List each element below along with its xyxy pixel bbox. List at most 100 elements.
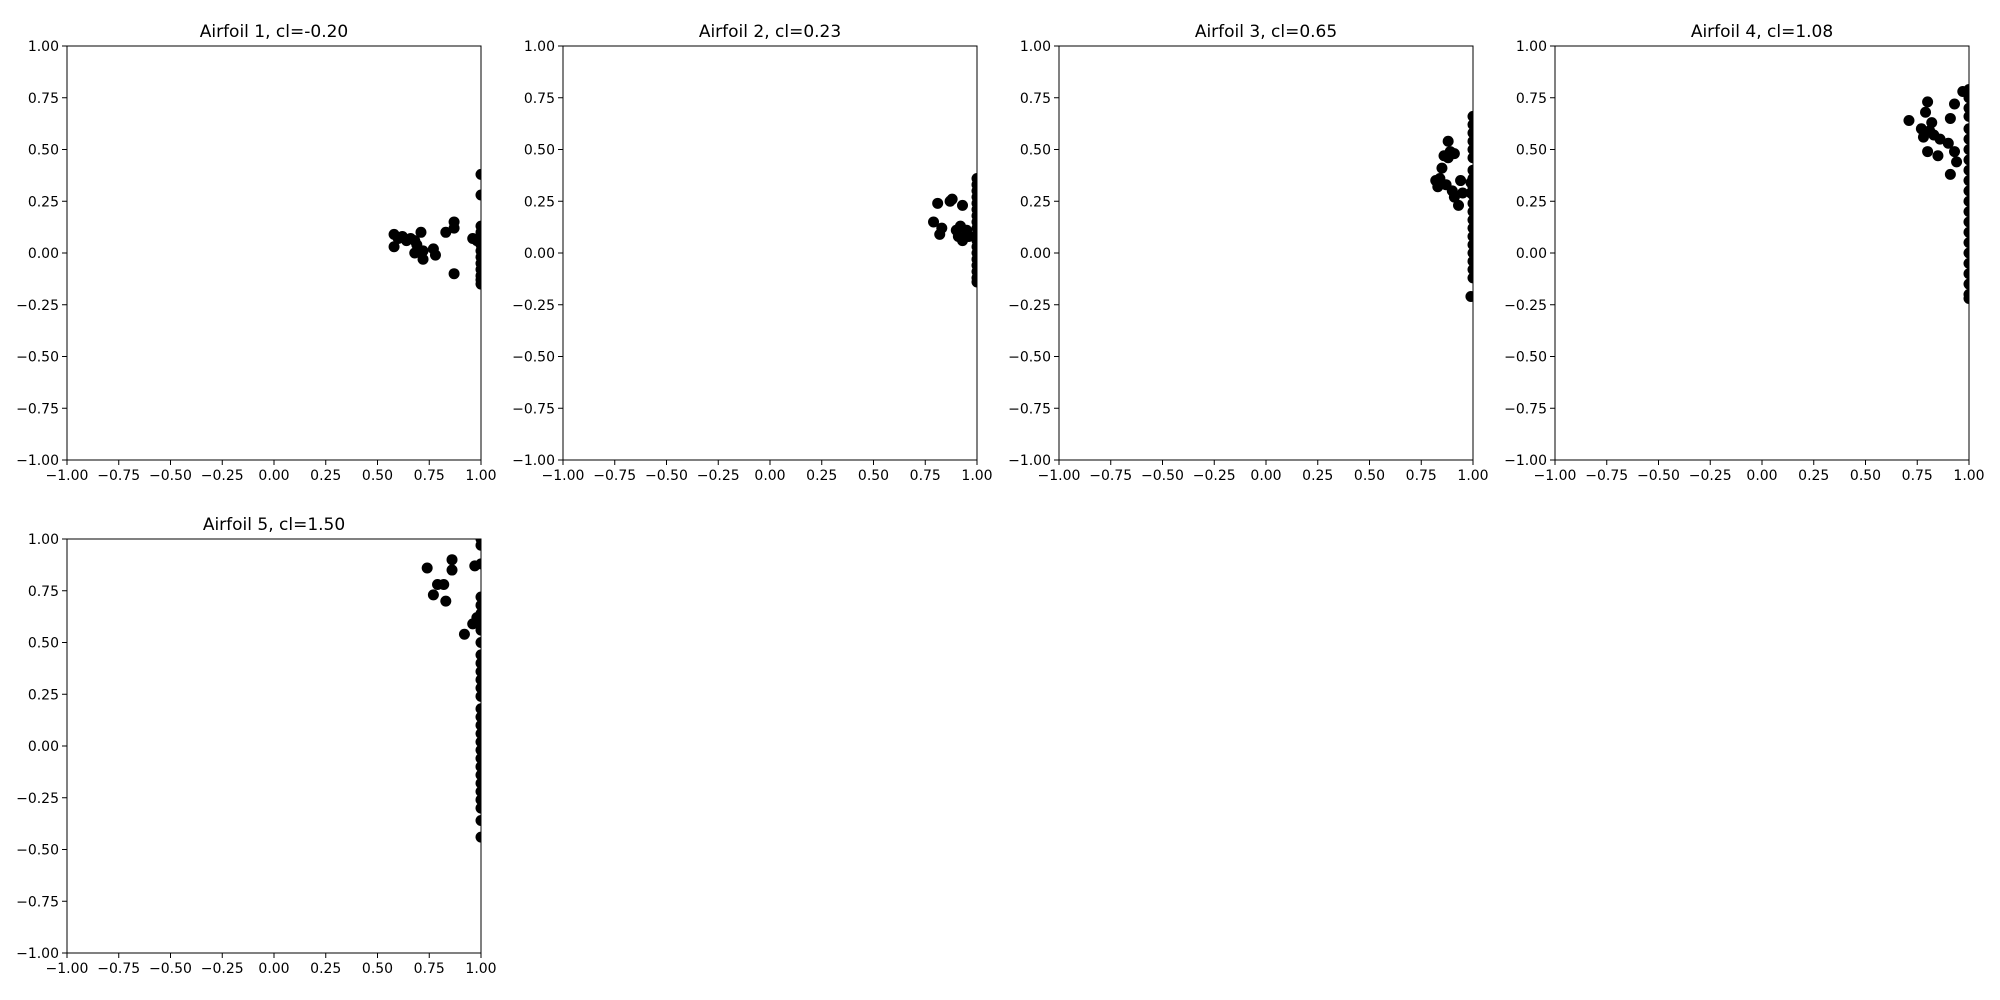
data-point	[1915, 123, 1927, 135]
data-point	[475, 744, 481, 756]
data-point	[1949, 98, 1961, 110]
data-point	[440, 595, 452, 607]
x-tick-label: 0.75	[910, 468, 941, 484]
subplot-2: Airfoil 2, cl=0.23 −1.00 −0.75 −0.50 −0.25 0.…	[512, 22, 992, 484]
data-point	[1467, 230, 1473, 242]
axes-frame	[66, 538, 482, 954]
y-tick-label: 0.00	[524, 246, 555, 262]
data-point	[1448, 148, 1460, 160]
data-point	[429, 249, 441, 261]
data-point	[1963, 154, 1969, 166]
data-point	[475, 637, 481, 648]
data-point	[475, 649, 481, 661]
data-point	[1467, 135, 1473, 147]
x-tick-label: 0.50	[362, 468, 393, 484]
data-point	[475, 599, 481, 611]
data-point	[932, 197, 944, 209]
x-tick-label: −1.00	[46, 961, 89, 977]
axes-frame	[66, 45, 482, 461]
data-point	[946, 193, 958, 205]
data-point	[475, 539, 481, 551]
y-tick-label: 0.00	[28, 246, 59, 262]
scatter-points	[1430, 110, 1473, 302]
data-point	[475, 831, 481, 843]
data-point	[438, 579, 450, 591]
x-tick-label: 0.50	[1850, 468, 1881, 484]
data-point	[1432, 181, 1444, 193]
data-point	[1903, 115, 1915, 127]
y-tick-label: −0.50	[512, 350, 555, 366]
data-point	[1963, 144, 1969, 155]
y-tick-label: −0.75	[16, 401, 59, 417]
data-point	[1467, 255, 1473, 267]
data-point	[475, 608, 481, 620]
x-tick-label: −0.75	[97, 468, 140, 484]
x-tick-label: 0.75	[414, 961, 445, 977]
x-tick-label: −0.50	[149, 468, 192, 484]
data-point	[1944, 168, 1956, 180]
y-tick-label: −0.50	[1504, 350, 1547, 366]
x-tick-label: 0.00	[1746, 468, 1777, 484]
y-tick-label: 0.75	[1516, 91, 1547, 107]
x-tick-label: 0.00	[258, 468, 289, 484]
data-point	[1949, 146, 1961, 158]
y-tick-label: −0.25	[16, 298, 59, 314]
data-point	[1963, 247, 1969, 259]
y-tick-label: 0.50	[28, 143, 59, 159]
data-point	[475, 802, 481, 814]
data-point	[1951, 156, 1963, 168]
data-point	[1963, 83, 1969, 95]
y-tick-label: 0.25	[1516, 194, 1547, 210]
data-point	[1963, 206, 1969, 218]
y-tick-label: 0.25	[524, 194, 555, 210]
data-point	[1963, 237, 1969, 249]
x-tick-label: −0.75	[1089, 468, 1132, 484]
y-tick-label: 0.00	[1020, 246, 1051, 262]
x-tick-label: −0.50	[645, 468, 688, 484]
data-point	[1963, 175, 1969, 187]
data-point	[1455, 175, 1467, 187]
y-tick-label: 0.75	[28, 91, 59, 107]
data-point	[446, 564, 458, 576]
data-point	[1467, 247, 1473, 259]
subplot-title: Airfoil 1, cl=-0.20	[200, 22, 349, 42]
data-point	[475, 761, 481, 773]
data-point	[475, 674, 481, 686]
data-point	[475, 769, 481, 781]
data-point	[1453, 199, 1465, 211]
data-point	[1467, 239, 1473, 251]
x-tick-label: 0.25	[310, 961, 341, 977]
y-tick-label: 0.50	[1020, 143, 1051, 159]
data-point	[1963, 278, 1969, 290]
x-tick-label: −0.25	[1193, 468, 1236, 484]
data-point	[475, 558, 481, 570]
y-tick-label: −0.25	[16, 791, 59, 807]
x-tick-label: −1.00	[46, 468, 89, 484]
x-tick-label: −0.50	[1141, 468, 1184, 484]
data-point	[1436, 162, 1448, 174]
data-point	[475, 736, 481, 748]
data-point	[1467, 119, 1473, 131]
y-tick-label: 0.50	[1516, 143, 1547, 159]
data-point	[1920, 106, 1932, 118]
y-tick-label: −0.50	[1008, 350, 1051, 366]
data-point	[1963, 102, 1969, 114]
y-tick-label: 0.25	[28, 194, 59, 210]
data-point	[475, 616, 481, 628]
data-point	[1467, 172, 1473, 184]
data-point	[475, 168, 481, 180]
x-tick-label: 0.00	[1250, 468, 1281, 484]
y-tick-label: 0.00	[28, 739, 59, 755]
data-point	[1963, 123, 1969, 135]
data-point	[1467, 206, 1473, 218]
x-tick-label: 0.25	[310, 468, 341, 484]
data-point	[1963, 92, 1969, 104]
x-tick-label: 0.50	[858, 468, 889, 484]
y-tick-label: 1.00	[524, 39, 555, 55]
x-tick-label: −1.00	[1038, 468, 1081, 484]
x-tick-label: −0.75	[97, 961, 140, 977]
data-point	[475, 624, 481, 636]
x-tick-label: 0.75	[1406, 468, 1437, 484]
data-point	[1457, 187, 1469, 199]
